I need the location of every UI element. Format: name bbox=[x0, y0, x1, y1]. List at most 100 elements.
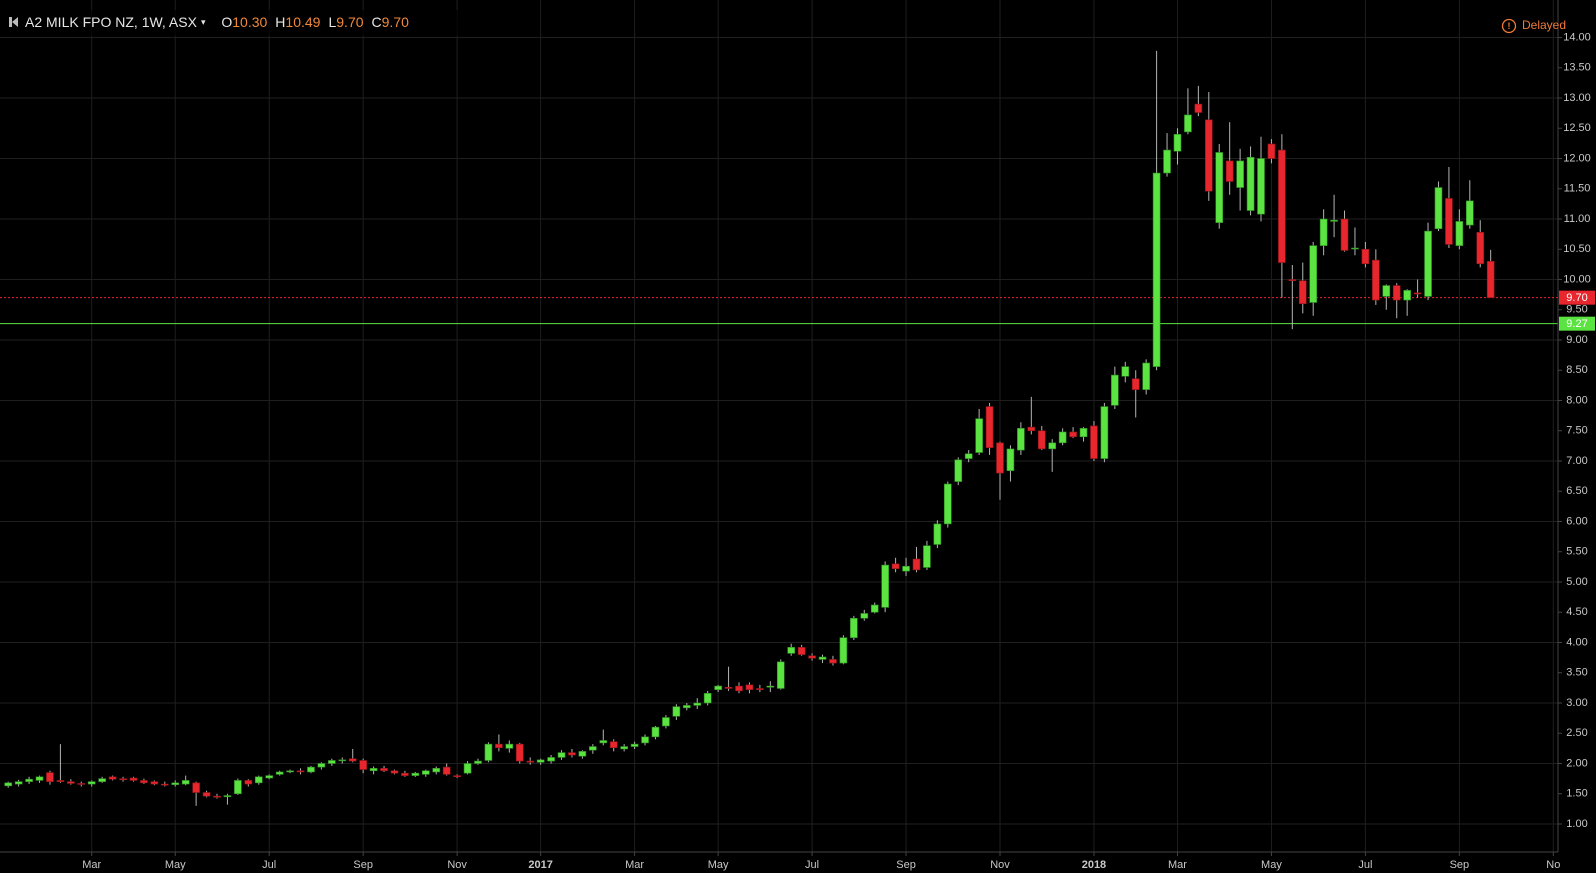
candle-body bbox=[641, 736, 649, 744]
dropdown-caret[interactable]: ▾ bbox=[201, 17, 206, 27]
candle-body bbox=[307, 766, 315, 773]
candle-body bbox=[129, 777, 138, 781]
candle-body bbox=[1476, 232, 1485, 265]
candle-body bbox=[161, 783, 169, 786]
candle-body bbox=[1111, 374, 1119, 406]
plot bbox=[0, 50, 1558, 806]
delayed-icon-mark: ! bbox=[1508, 21, 1511, 31]
candle-body bbox=[818, 656, 827, 660]
candle-body bbox=[682, 705, 691, 709]
candle-body bbox=[1319, 218, 1328, 246]
candle-body bbox=[463, 763, 472, 774]
ohlc-value: 10.30 bbox=[232, 14, 267, 30]
x-tick-label: Mar bbox=[82, 859, 101, 871]
candle-body bbox=[317, 763, 326, 768]
y-tick-label: 2.00 bbox=[1566, 757, 1587, 769]
candle-body bbox=[714, 685, 722, 690]
candle-body bbox=[1267, 143, 1276, 159]
y-tick-label: 11.50 bbox=[1564, 183, 1591, 195]
candle-body bbox=[286, 770, 294, 773]
candle-body bbox=[67, 781, 75, 784]
candle-body bbox=[1037, 430, 1046, 450]
candle-body bbox=[1027, 426, 1036, 432]
ohlc-value: 9.70 bbox=[382, 14, 409, 30]
candle-body bbox=[411, 772, 420, 776]
grid bbox=[0, 0, 1558, 852]
candle-body bbox=[484, 743, 493, 761]
y-tick-label: 4.00 bbox=[1566, 636, 1587, 648]
candle-body bbox=[776, 661, 785, 689]
candle-body bbox=[328, 760, 336, 764]
candle-body bbox=[1205, 119, 1213, 192]
candle-body bbox=[902, 565, 910, 572]
candle-body bbox=[1017, 428, 1025, 451]
candle-body bbox=[1069, 431, 1077, 438]
candle-body bbox=[442, 766, 451, 775]
collapse-icon[interactable] bbox=[9, 17, 18, 27]
candle-body bbox=[171, 782, 180, 785]
ohlc-key: C bbox=[372, 14, 382, 30]
x-tick-label: No bbox=[1546, 859, 1560, 871]
candle-body bbox=[1434, 187, 1443, 229]
candle-body bbox=[703, 693, 712, 704]
candle-body bbox=[1330, 219, 1338, 222]
candle-body bbox=[1445, 198, 1453, 245]
candle-body bbox=[787, 647, 796, 654]
ohlc-value: 10.49 bbox=[285, 14, 320, 30]
candle-body bbox=[234, 780, 242, 795]
candle-body bbox=[829, 659, 837, 664]
candle-body bbox=[808, 655, 816, 659]
x-tick-label: Mar bbox=[625, 859, 644, 871]
candle-body bbox=[609, 741, 618, 749]
header: A2 MILK FPO NZ, 1W, ASX ▾ O10.30 H10.49 L9.… bbox=[0, 10, 1566, 36]
candle-body bbox=[985, 406, 994, 448]
ohlc-value: 9.70 bbox=[336, 14, 363, 30]
candle-body bbox=[1413, 292, 1422, 295]
candle-body bbox=[1455, 221, 1464, 246]
candle-body bbox=[453, 775, 461, 778]
symbol[interactable]: A2 MILK FPO NZ, 1W, ASX bbox=[25, 14, 198, 30]
candle-body bbox=[1058, 431, 1067, 444]
y-tick-label: 3.00 bbox=[1566, 697, 1587, 709]
y-tick-label: 7.00 bbox=[1566, 455, 1587, 467]
candle-body bbox=[1278, 149, 1286, 263]
candle-body bbox=[515, 743, 524, 762]
x-tick-label: Jul bbox=[262, 859, 276, 871]
candle-body bbox=[1121, 366, 1130, 377]
candle-body bbox=[975, 418, 983, 453]
candle-body bbox=[589, 746, 597, 751]
y-tick-label: 8.50 bbox=[1566, 364, 1587, 376]
candle-body bbox=[87, 781, 96, 785]
candle-body bbox=[1215, 152, 1224, 223]
y-tick-label: 11.00 bbox=[1564, 213, 1591, 225]
ohlc-key: L bbox=[328, 14, 336, 30]
price-line-label-bg bbox=[1559, 290, 1595, 305]
x-tick-label: 2018 bbox=[1082, 859, 1106, 871]
candle-body bbox=[1048, 442, 1056, 450]
candle-body bbox=[254, 776, 263, 784]
candle-body bbox=[1351, 247, 1359, 250]
candle-body bbox=[421, 770, 430, 775]
y-tick-label: 6.00 bbox=[1566, 515, 1587, 527]
candle-body bbox=[1236, 160, 1244, 188]
price-line-label: 9.27 bbox=[1566, 318, 1587, 330]
candle-body bbox=[943, 483, 952, 525]
candle-body bbox=[380, 768, 388, 772]
price-line-label: 9.70 bbox=[1566, 292, 1587, 304]
candle-body bbox=[745, 684, 754, 690]
candle-body bbox=[1298, 280, 1307, 305]
candle-body bbox=[964, 453, 973, 459]
candle-body bbox=[1466, 200, 1474, 226]
x-tick-label: Sep bbox=[1450, 859, 1470, 871]
candle-body bbox=[693, 702, 702, 706]
candle-body bbox=[1100, 406, 1109, 459]
candle-body bbox=[881, 564, 889, 608]
candle-body bbox=[797, 647, 806, 655]
x-tick-label: Mar bbox=[1168, 859, 1187, 871]
candle-body bbox=[1392, 285, 1401, 301]
candle-body bbox=[557, 752, 566, 758]
y-tick-label: 7.50 bbox=[1566, 425, 1587, 437]
candle-body bbox=[620, 746, 628, 750]
candle-body bbox=[181, 780, 190, 785]
